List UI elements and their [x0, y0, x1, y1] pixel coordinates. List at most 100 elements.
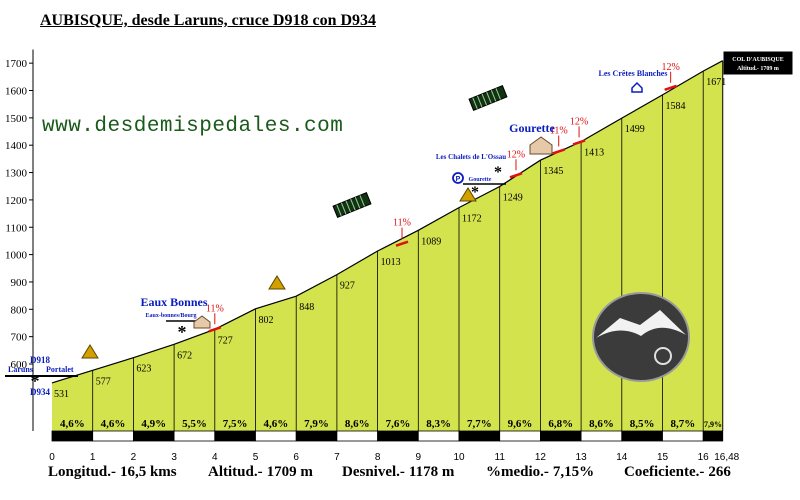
- altitude-label: 672: [177, 350, 192, 361]
- chart-title: AUBISQUE, desde Laruns, cruce D918 con D…: [40, 12, 377, 29]
- x-tick-label: 5: [253, 452, 259, 463]
- altitude-label: 1413: [584, 148, 604, 159]
- tunnel-stripe: [472, 97, 478, 109]
- parking-icon-letter: P: [456, 176, 461, 183]
- y-tick-label: 1100: [5, 222, 27, 234]
- gradient-label: 4,6%: [60, 418, 85, 430]
- steep-label: 12%: [507, 149, 525, 160]
- start-asterisk: *: [31, 371, 40, 391]
- house-icon-eaux-bonnes: [193, 315, 211, 329]
- x-tick-label: 2: [131, 452, 137, 463]
- altitude-label: 848: [299, 302, 314, 313]
- tent-icon: [81, 344, 99, 359]
- tunnel-stripe: [350, 198, 356, 211]
- y-tick-label: 800: [11, 304, 28, 316]
- base-segment: [255, 430, 297, 442]
- altitude-label: 1089: [421, 236, 441, 247]
- y-tick-label: 700: [11, 332, 28, 344]
- summit-name: COL D'AUBISQUE: [732, 57, 784, 63]
- tunnel-stripe: [345, 200, 352, 213]
- gradient-label: 7,6%: [386, 418, 411, 430]
- gradient-label: 8,6%: [589, 418, 614, 430]
- steep-segment: [509, 172, 523, 179]
- website-watermark: www.desdemispedales.com: [42, 115, 344, 138]
- parking-icon: [452, 172, 464, 184]
- x-tick-label: 11: [495, 452, 506, 463]
- x-tick-label: 10: [453, 452, 465, 463]
- x-tick-label: 14: [616, 452, 628, 463]
- y-tick-label: 1700: [5, 58, 28, 70]
- altitude-label: 1172: [462, 214, 482, 225]
- base-segment: [377, 430, 419, 442]
- altitude-label: 1345: [543, 166, 563, 177]
- x-tick-label: 1: [90, 452, 96, 463]
- stat-longitud: Longitud.- 16,5 kms: [48, 464, 177, 481]
- tunnel-stripe: [490, 90, 497, 102]
- base-segment: [92, 430, 134, 442]
- stat-medio-value: 7,15%: [552, 464, 595, 480]
- steep-label: 12%: [570, 116, 588, 127]
- base-segment: [499, 430, 541, 442]
- gradient-label: 8,7%: [670, 418, 695, 430]
- x-tick-label: 9: [416, 452, 422, 463]
- y-tick-label: 1200: [5, 195, 28, 207]
- gradient-label: 8,6%: [345, 418, 370, 430]
- steep-label: 11%: [550, 125, 568, 136]
- tunnel-stripe: [486, 91, 492, 104]
- x-tick-label: 0: [49, 452, 55, 463]
- label-eaux-bonnes-sign: Eaux-bonnes/Bourg: [145, 313, 196, 319]
- steep-label: 11%: [206, 303, 224, 314]
- stat-altitud: Altitud.- 1709 m: [208, 464, 313, 481]
- tunnel-body: [332, 192, 372, 218]
- base-segment: [51, 430, 94, 442]
- gradient-label: 4,6%: [101, 418, 126, 430]
- tunnel-stripe: [354, 197, 361, 209]
- label-laruns: Laruns: [8, 365, 33, 374]
- stat-coef-value: 266: [708, 464, 731, 480]
- altitude-label: 727: [218, 335, 233, 346]
- profile-outline: [51, 60, 723, 384]
- altitude-label: 1013: [381, 257, 401, 268]
- eaux-bonnes-asterisk: *: [178, 322, 187, 342]
- base-segment: [621, 430, 663, 442]
- profile-area: [52, 60, 723, 431]
- altitude-label: 1249: [503, 192, 523, 203]
- gradient-label: 6,8%: [548, 418, 573, 430]
- tunnel-stripe: [336, 204, 342, 216]
- gourette-asterisk: *: [471, 184, 479, 201]
- tunnel-stripe: [495, 88, 501, 100]
- tunnel-stripe: [340, 202, 347, 215]
- house-icon-cretes: [631, 81, 643, 93]
- stat-coef-label: Coeficiente.-: [624, 464, 705, 480]
- tunnel-icon: [468, 85, 508, 111]
- stat-desnivel-value: 1178 m: [408, 464, 455, 480]
- base-segment: [580, 430, 623, 442]
- altitude-label: 1499: [625, 124, 645, 135]
- gradient-label: 7,9%: [304, 418, 329, 430]
- gradient-label: 7,7%: [467, 418, 492, 430]
- steep-segment: [208, 326, 222, 333]
- x-tick-label: 3: [171, 452, 177, 463]
- x-tick-label: 16: [698, 452, 710, 463]
- gradient-label: 8,5%: [630, 418, 655, 430]
- gradient-label: 4,9%: [141, 418, 166, 430]
- tunnel-stripe: [359, 195, 365, 207]
- stat-longitud-label: Longitud.-: [48, 464, 116, 480]
- y-tick-label: 900: [11, 277, 28, 289]
- steep-label: 11%: [393, 218, 411, 229]
- label-eaux-bonnes: Eaux Bonnes: [140, 295, 207, 309]
- tunnel-body: [468, 85, 508, 111]
- base-segment: [458, 430, 501, 442]
- summit-box: [723, 51, 793, 75]
- x-tick-label: 16,48: [714, 452, 739, 463]
- y-tick-label: 1600: [5, 86, 28, 98]
- steep-label: 12%: [661, 62, 679, 73]
- stats-bar: Longitud.- 16,5 kms Altitud.- 1709 m Desni…: [0, 464, 800, 490]
- y-tick-label: 600: [11, 359, 28, 371]
- tunnel-stripe: [481, 93, 488, 106]
- x-tick-label: 13: [576, 452, 588, 463]
- x-tick-label: 12: [535, 452, 547, 463]
- base-segment: [214, 430, 256, 442]
- base-segment: [702, 430, 724, 442]
- house-icon-gourette: [529, 136, 553, 155]
